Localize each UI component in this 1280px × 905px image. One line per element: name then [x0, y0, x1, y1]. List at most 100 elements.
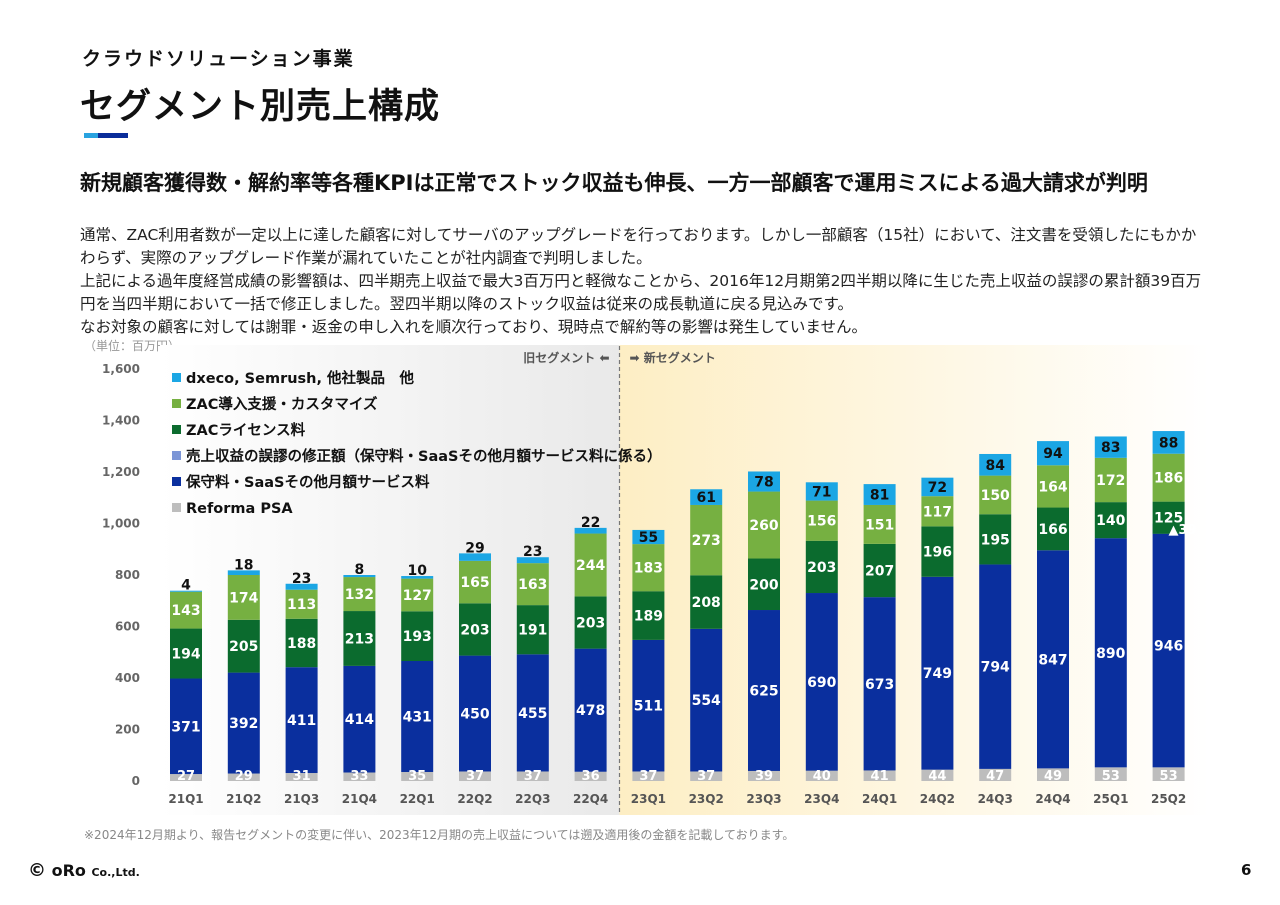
bar-segment — [805, 500, 838, 541]
bar-segment — [979, 768, 1012, 781]
data-label-segment: 191 — [518, 623, 547, 639]
bar-segment — [805, 593, 838, 771]
bar-segment — [979, 514, 1012, 565]
x-tick-label: 23Q3 — [746, 792, 781, 806]
data-label-segment: 183 — [634, 561, 663, 577]
data-label-dxeco: 72 — [928, 480, 947, 496]
data-label-dxeco: 94 — [1043, 446, 1063, 462]
y-tick-label: 1,400 — [102, 414, 140, 428]
data-label-reforma: 35 — [408, 769, 426, 784]
x-tick-label: 25Q1 — [1093, 792, 1128, 806]
data-label-reforma: 37 — [466, 769, 484, 784]
data-label-segment: 186 — [1154, 471, 1183, 487]
data-label-reforma: 53 — [1160, 769, 1178, 784]
data-label-reforma: 37 — [639, 769, 657, 784]
bar-segment — [227, 619, 260, 673]
logo-suffix: Co.,Ltd. — [91, 866, 140, 879]
body-paragraph-2: 上記による過年度経営成績の影響額は、四半期売上収益で最大3百万円と軽微なことから… — [80, 272, 1202, 313]
legend-label: ZACライセンス料 — [186, 421, 306, 439]
data-label-segment: 213 — [345, 631, 374, 647]
data-label-segment: 749 — [923, 666, 952, 682]
data-label-segment: 431 — [403, 709, 432, 725]
bar-segment — [1037, 768, 1069, 781]
bar-segment — [690, 628, 723, 772]
data-label-segment: 260 — [749, 518, 778, 534]
bar-segment — [1152, 501, 1185, 534]
bar-segment — [921, 769, 954, 781]
legend-label: dxeco, Semrush, 他社製品 他 — [186, 369, 415, 387]
bar-segment — [343, 611, 376, 666]
bar-segment — [170, 628, 202, 679]
bar-segment — [632, 771, 665, 781]
bar-segment — [343, 665, 376, 773]
bar-segment — [459, 560, 491, 604]
bar-segment — [805, 540, 838, 594]
legend-label: ZAC導入支援・カスタマイズ — [186, 395, 378, 413]
data-label-segment: 203 — [807, 560, 836, 576]
bar-segment — [690, 771, 723, 781]
x-tick-label: 22Q3 — [515, 792, 550, 806]
x-tick-label: 23Q2 — [689, 792, 724, 806]
data-label-segment: 205 — [229, 639, 258, 655]
bar-segment — [979, 475, 1012, 515]
data-label-segment: 392 — [229, 716, 258, 732]
data-label-reforma: 37 — [524, 769, 542, 784]
bar-segment — [227, 570, 260, 575]
data-label-segment: 411 — [287, 713, 316, 729]
data-label-reforma: 31 — [293, 769, 311, 784]
data-label-segment: 165 — [460, 575, 489, 591]
y-tick-label: 600 — [115, 620, 140, 634]
legend-label: 保守料・SaaSその他月額サービス料 — [185, 473, 430, 491]
data-label-segment: 150 — [981, 488, 1010, 504]
bar-segment — [690, 575, 723, 629]
y-tick-label: 400 — [115, 671, 140, 685]
bar-segment — [632, 529, 665, 545]
bar-segment — [285, 583, 318, 590]
data-label-segment: 164 — [1038, 479, 1067, 495]
data-label-dxeco: 84 — [985, 458, 1005, 474]
bar-segment — [516, 557, 549, 564]
y-tick-label: 1,000 — [102, 517, 140, 531]
data-label-reforma: 47 — [986, 769, 1004, 784]
legend-swatch — [172, 451, 181, 460]
bar-segment — [921, 477, 954, 497]
data-label-segment: 156 — [807, 514, 836, 530]
bar-segment — [1152, 767, 1185, 781]
data-label-reforma: 53 — [1102, 769, 1120, 784]
legend-swatch — [172, 399, 181, 408]
bar-segment — [1037, 550, 1069, 769]
data-label-segment: 188 — [287, 636, 316, 652]
data-label-dxeco: 71 — [812, 484, 831, 500]
bar-segment — [1094, 457, 1127, 503]
y-tick-label: 0 — [132, 774, 140, 788]
data-label-segment: 195 — [981, 532, 1010, 548]
bar-segment — [805, 482, 838, 501]
data-label-segment: 125 — [1154, 511, 1183, 527]
bar-segment — [170, 590, 202, 592]
bar-segment — [401, 576, 434, 579]
data-label-segment: 208 — [692, 595, 721, 611]
data-label-reforma: 41 — [871, 769, 889, 784]
data-label-segment: 478 — [576, 703, 605, 719]
data-label-dxeco: 55 — [639, 530, 658, 546]
data-label-reforma: 27 — [177, 769, 195, 784]
data-label-segment: 371 — [171, 719, 200, 735]
data-label-segment: 189 — [634, 609, 663, 625]
x-tick-label: 23Q4 — [804, 792, 839, 806]
legend-swatch — [172, 477, 181, 486]
copyright-mark: © — [28, 860, 46, 881]
y-tick-label: 200 — [115, 723, 140, 737]
data-label-segment: 200 — [749, 577, 778, 593]
bar-segment — [343, 577, 376, 612]
data-label-segment: 203 — [576, 616, 605, 632]
data-label-dxeco: 78 — [754, 475, 773, 491]
bar-segment — [863, 543, 896, 598]
data-label-segment: 143 — [171, 603, 200, 619]
x-tick-label: 22Q2 — [457, 792, 492, 806]
bar-segment — [574, 648, 607, 772]
bar-segment — [574, 527, 607, 534]
bar-segment — [1037, 441, 1069, 466]
bar-segment — [979, 453, 1012, 476]
bar-segment — [459, 655, 491, 772]
